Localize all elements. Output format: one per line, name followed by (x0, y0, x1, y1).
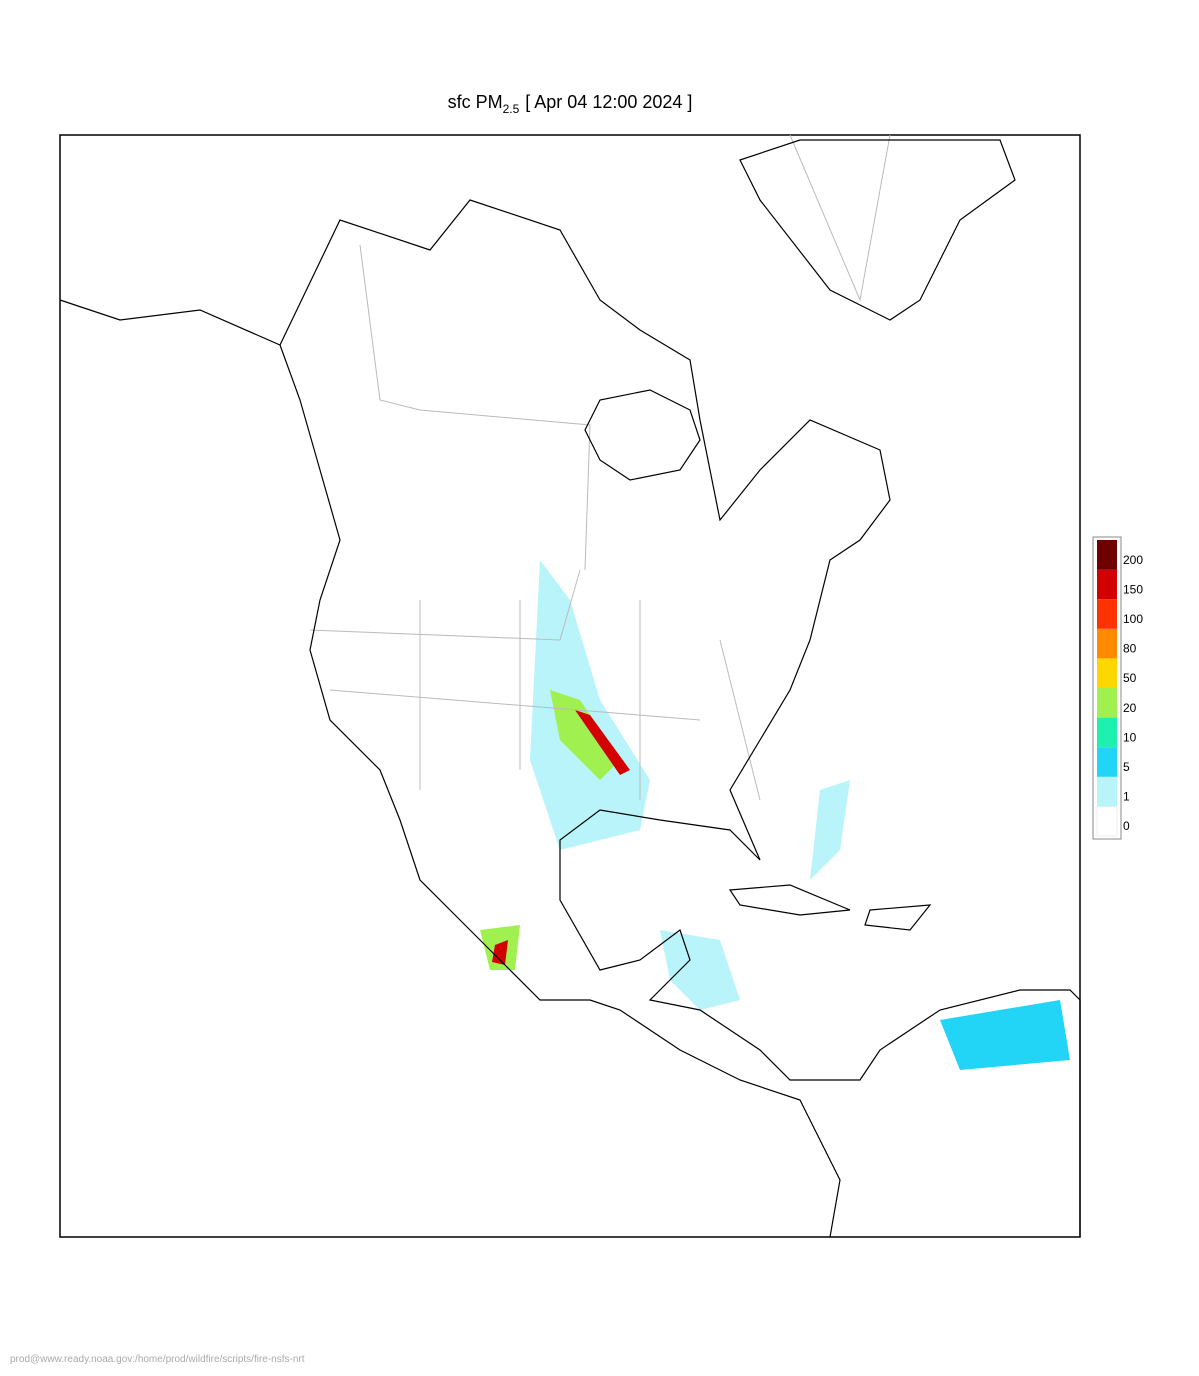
colorbar-label: 80 (1123, 642, 1137, 656)
colorbar-box (1096, 805, 1118, 837)
colorbar-label: 200 (1123, 553, 1143, 567)
plume (940, 1000, 1070, 1070)
colorbar-label: 1 (1123, 790, 1130, 804)
colorbar-box (1097, 569, 1117, 600)
colorbar-box (1097, 776, 1117, 807)
plume (575, 710, 630, 775)
plume (492, 940, 508, 965)
colorbar-label: 20 (1123, 701, 1137, 715)
map (59, 134, 1081, 1238)
borders (309, 134, 891, 801)
footer: prod@www.ready.noaa.gov:/home/prod/wildf… (10, 1354, 305, 1365)
plume (660, 930, 740, 1010)
title-suffix: [ Apr 04 12:00 2024 ] (525, 92, 692, 112)
plume (530, 560, 650, 850)
colorbar-label: 5 (1123, 760, 1130, 774)
colorbar-label: 0 (1123, 819, 1130, 833)
colorbar-label: 10 (1123, 730, 1137, 744)
title-prefix: sfc PM (448, 92, 503, 112)
colorbar-label: 100 (1123, 612, 1143, 626)
colorbar: 0 1 5 10 20 50 80 100 150 200 (1092, 536, 1143, 840)
coastline (584, 389, 701, 481)
colorbar-label: 50 (1123, 671, 1137, 685)
colorbar-box (1097, 599, 1117, 629)
colorbar-box (1097, 747, 1117, 777)
border (359, 244, 591, 571)
coastlines (59, 139, 1081, 1238)
colorbar-box (1097, 688, 1117, 718)
border (789, 134, 891, 302)
coastline (728, 884, 932, 931)
title: sfc PM2.5 [ Apr 04 12:00 2024 ] (448, 92, 693, 116)
colorbar-label: 150 (1123, 582, 1143, 596)
plume (810, 780, 850, 880)
coastline (739, 139, 1016, 321)
plume (550, 690, 620, 780)
coastline (59, 199, 1081, 1237)
title-subscript: 2.5 (503, 102, 520, 116)
colorbar-box (1097, 658, 1117, 688)
colorbar-box (1097, 717, 1117, 748)
coastline (279, 344, 841, 1238)
plumes (480, 560, 1070, 1070)
colorbar-box (1097, 628, 1117, 659)
border (309, 569, 761, 801)
colorbar-box (1097, 540, 1117, 570)
